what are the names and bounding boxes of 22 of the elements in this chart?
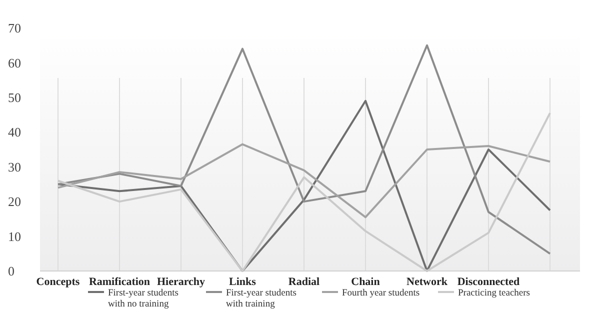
y-tick-label: 20 — [8, 194, 21, 210]
y-tick-label: 60 — [8, 55, 21, 70]
line-series — [57, 44, 551, 255]
x-tick-label: Links — [229, 276, 257, 288]
x-tick-label: Ramification — [88, 276, 150, 288]
y-tick-label: 50 — [8, 90, 21, 105]
y-tick-label: 10 — [8, 228, 21, 244]
legend-label: Practicing teachers — [458, 288, 530, 298]
line-series — [57, 143, 551, 218]
y-tick-label: 30 — [8, 159, 21, 174]
x-tick-label: Network — [406, 276, 448, 288]
legend-label: Fourth year students — [342, 288, 420, 298]
y-tick-label: 0 — [8, 264, 14, 279]
x-tick-label: Chain — [351, 276, 380, 288]
x-tick-label: Disconnected — [457, 276, 520, 288]
y-tick-label: 40 — [8, 124, 21, 140]
x-tick-label: Hierarchy — [156, 276, 206, 288]
y-tick-label: 70 — [8, 20, 21, 36]
legend-label: First-year students with no training — [108, 288, 179, 310]
x-tick-label: Concepts — [36, 276, 80, 288]
x-tick-label: Radial — [288, 276, 320, 288]
legend-label: First-year students with training — [226, 288, 297, 310]
